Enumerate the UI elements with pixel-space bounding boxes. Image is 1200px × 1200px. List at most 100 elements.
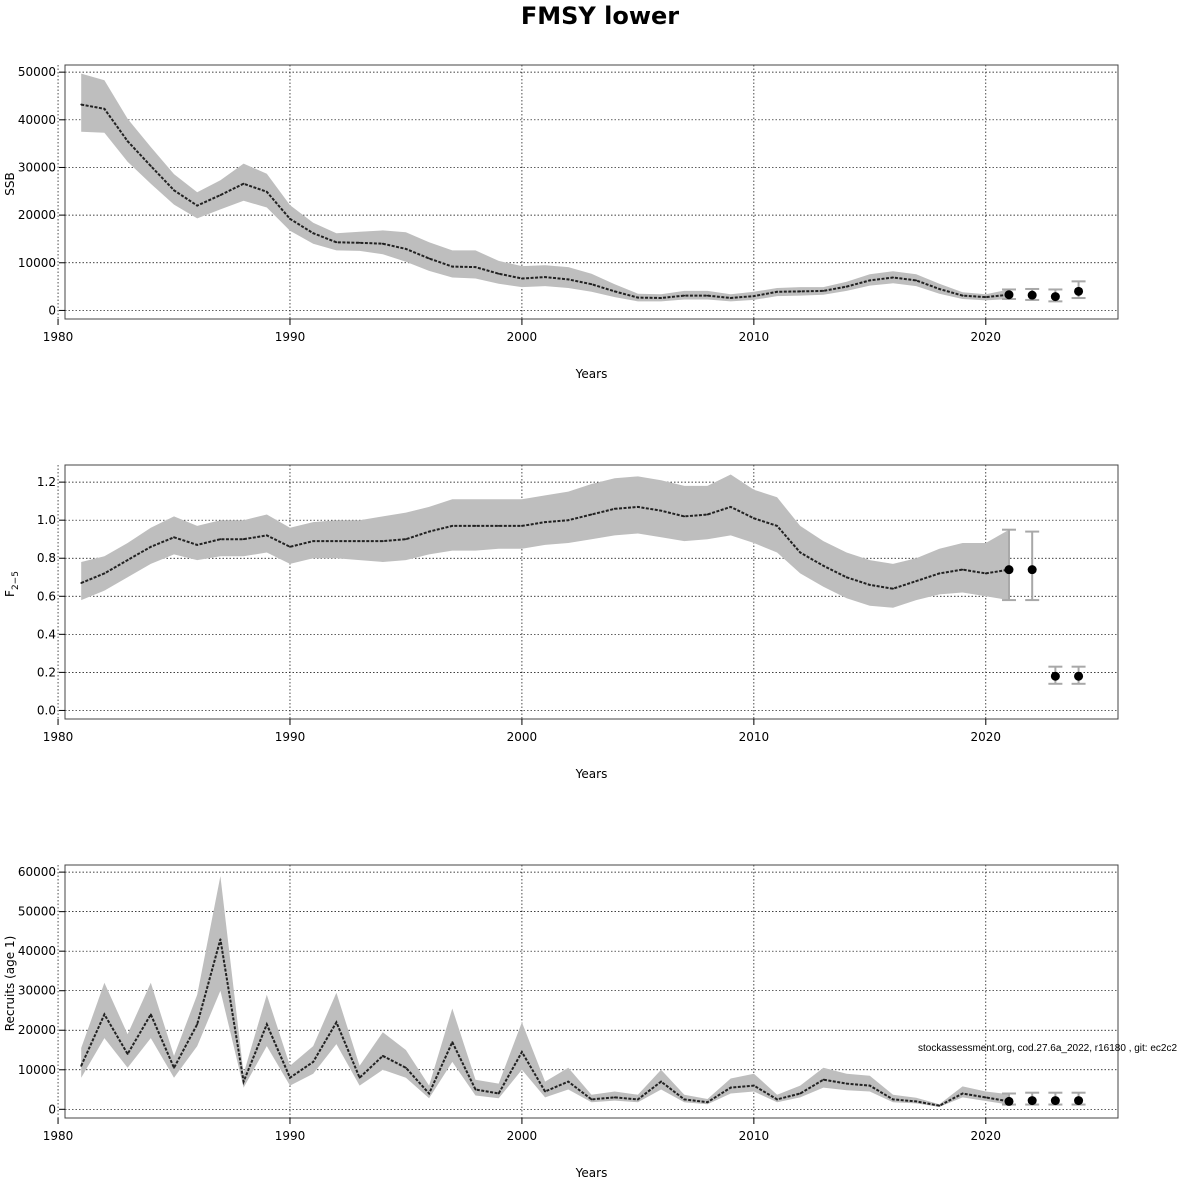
fbar-ytick-label-0: 0.0 <box>37 703 56 717</box>
fbar-ytick-label-0.6: 0.6 <box>37 589 56 603</box>
recruits-point-1984 <box>149 1013 152 1016</box>
recruits-xtick-label-2000: 2000 <box>507 1129 538 1143</box>
ssb-forecast-marker-2021 <box>1004 290 1014 300</box>
fbar-point-1988 <box>242 538 245 541</box>
ssb-point-1982 <box>103 107 106 110</box>
recruits-gridlines <box>57 865 1118 1118</box>
recruits-point-1998 <box>474 1088 477 1091</box>
recruits-y-axis-label: Recruits (age 1) <box>3 936 17 1032</box>
fbar-y-axis: 0.0 0.2 0.4 0.6 0.8 1.0 1.2 <box>37 475 65 717</box>
recruits-y-axis: 0 10000 20000 30000 40000 50000 60000 <box>18 865 65 1116</box>
fbar-y-axis-label-subscript: 2−5 <box>11 571 21 590</box>
fbar-point-2012 <box>799 551 802 554</box>
ssb-ytick-label-30000: 30000 <box>18 160 56 174</box>
fbar-xtick-label-1990: 1990 <box>275 730 306 744</box>
ssb-point-1986 <box>196 204 199 207</box>
recruits-point-1985 <box>173 1066 175 1069</box>
ssb-point-2017 <box>915 279 918 282</box>
fbar-point-2003 <box>590 513 593 516</box>
recruits-ytick-label-60000: 60000 <box>18 865 56 879</box>
recruits-xtick-label-1990: 1990 <box>275 1129 306 1143</box>
ssb-forecast-marker-2024 <box>1074 286 1084 296</box>
ssb-point-1991 <box>312 232 315 235</box>
ssb-point-1996 <box>428 257 431 260</box>
ssb-point-2004 <box>613 290 616 293</box>
recruits-point-1988 <box>242 1080 245 1083</box>
fbar-point-2006 <box>660 509 662 512</box>
ssb-x-axis: 1980 1990 2000 2010 2020 <box>43 319 1001 344</box>
ssb-point-2008 <box>706 294 709 297</box>
recruits-point-2018 <box>938 1104 941 1107</box>
recruits-point-2019 <box>961 1092 964 1095</box>
fbar-ytick-label-0.4: 0.4 <box>37 627 56 641</box>
ssb-point-2015 <box>868 279 871 282</box>
recruits-ytick-label-30000: 30000 <box>18 984 56 998</box>
ssb-point-2000 <box>521 277 523 280</box>
fbar-point-2002 <box>567 519 570 522</box>
ssb-point-1988 <box>242 182 245 185</box>
fbar-point-2016 <box>892 587 894 590</box>
recruits-forecast-2021 <box>1001 1092 1016 1106</box>
ssb-ytick-label-0: 0 <box>48 303 56 317</box>
fbar-point-1983 <box>126 559 129 562</box>
fbar-point-1987 <box>219 538 222 541</box>
ssb-point-1983 <box>126 140 129 143</box>
ssb-point-1985 <box>173 189 175 192</box>
fbar-ytick-label-0.8: 0.8 <box>37 551 56 565</box>
recruits-point-2015 <box>868 1084 871 1087</box>
ssb-point-1981 <box>80 103 83 106</box>
ssb-ytick-label-20000: 20000 <box>18 208 56 222</box>
recruits-point-2004 <box>613 1096 616 1099</box>
recruits-point-1997 <box>451 1041 454 1043</box>
ssb-point-1990 <box>289 218 291 220</box>
recruits-xtick-label-2020: 2020 <box>971 1129 1002 1143</box>
fbar-forecast-marker-2023 <box>1050 671 1060 681</box>
recruits-point-2003 <box>590 1098 593 1101</box>
ssb-confidence-area <box>81 73 1009 302</box>
fbar-confidence-band <box>81 474 1009 608</box>
ssb-point-1997 <box>451 265 454 268</box>
ssb-panel: 1980 1990 2000 2010 2020 0 10000 20000 30000 400… <box>3 64 1119 381</box>
fbar-forecast-2023 <box>1048 665 1063 685</box>
ssb-point-1994 <box>381 242 384 245</box>
ssb-point-1999 <box>497 272 500 275</box>
recruits-point-2007 <box>683 1098 686 1101</box>
recruits-forecast-marker-2023 <box>1050 1096 1060 1106</box>
fbar-point-1991 <box>312 540 315 543</box>
ssb-point-1998 <box>474 266 477 268</box>
recruits-point-2002 <box>567 1080 570 1083</box>
fbar-forecast-marker-2022 <box>1027 565 1037 575</box>
recruits-point-1994 <box>381 1055 384 1057</box>
ssb-point-1992 <box>335 241 338 244</box>
recruits-point-1981 <box>80 1064 83 1067</box>
ssb-point-1995 <box>405 248 407 250</box>
ssb-point-2016 <box>892 276 894 279</box>
recruits-point-2000 <box>521 1051 523 1053</box>
recruits-point-2005 <box>636 1098 639 1101</box>
recruits-point-1993 <box>358 1076 361 1079</box>
fbar-point-1992 <box>335 540 338 543</box>
ssb-point-1987 <box>219 194 222 196</box>
recruits-point-2008 <box>706 1101 709 1104</box>
ssb-xtick-label-2020: 2020 <box>971 330 1002 344</box>
ssb-point-2003 <box>590 283 593 286</box>
recruits-point-2012 <box>799 1092 802 1095</box>
fbar-forecast-2021 <box>1001 528 1016 602</box>
ssb-point-2001 <box>544 276 547 278</box>
fbar-point-2014 <box>845 576 848 579</box>
ssb-point-1984 <box>149 165 152 167</box>
ssb-xtick-label-1990: 1990 <box>275 330 306 344</box>
fbar-x-axis: 1980 1990 2000 2010 2020 <box>43 719 1001 744</box>
ssb-point-1993 <box>358 241 361 244</box>
fbar-point-1982 <box>103 572 106 575</box>
fbar-plot-frame <box>64 464 1119 720</box>
recruits-point-2020 <box>984 1096 987 1099</box>
fbar-point-1995 <box>405 538 407 541</box>
fbar-forecast-2024 <box>1071 665 1086 685</box>
fbar-ytick-label-1.2: 1.2 <box>37 475 56 489</box>
fbar-point-1985 <box>173 536 175 539</box>
recruits-panel: 1980 1990 2000 2010 2020 0 10000 20000 30000 400… <box>3 864 1119 1180</box>
recruits-xtick-label-2010: 2010 <box>739 1129 770 1143</box>
ssb-xtick-label-2000: 2000 <box>507 330 538 344</box>
fbar-point-1999 <box>497 524 500 527</box>
